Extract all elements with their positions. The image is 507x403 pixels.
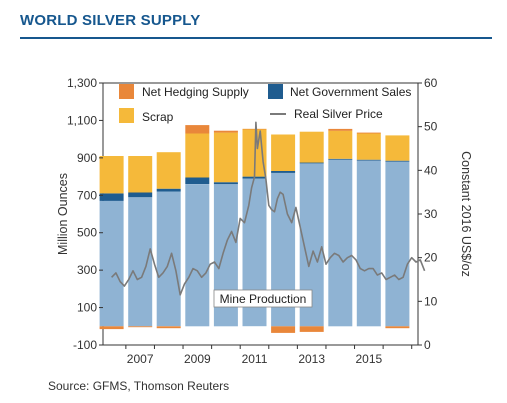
bar-net-government-sales-2015 xyxy=(356,159,381,161)
x-axis: 2007 2009 2011 2013 2015 xyxy=(125,345,413,366)
y-tick-label: 1,100 xyxy=(67,113,97,127)
y2-tick-label: 60 xyxy=(424,76,438,90)
bar-mine-production-2007 xyxy=(128,197,153,327)
bar-scrap-2015 xyxy=(356,133,381,160)
bar-scrap-2006 xyxy=(99,156,124,194)
y-tick-label: 900 xyxy=(77,151,97,165)
annotation-box xyxy=(213,289,313,308)
bar-scrap-2016 xyxy=(385,135,410,161)
bar-mine-production-2014 xyxy=(328,159,353,327)
bar-net-government-sales-2008 xyxy=(156,188,181,192)
title-rule xyxy=(20,37,492,39)
bar-net-hedging-supply-2016 xyxy=(385,326,410,329)
bar-net-hedging-supply-2007 xyxy=(128,326,153,328)
bar-scrap-2008 xyxy=(156,152,181,189)
y2-tick-label: 50 xyxy=(424,120,438,134)
y2-tick-label: 10 xyxy=(424,294,438,308)
bar-mine-production-2009 xyxy=(185,184,210,327)
bar-net-hedging-supply-2013 xyxy=(299,326,324,332)
bar-mine-production-2006 xyxy=(99,200,124,327)
y-tick-label: -100 xyxy=(73,338,97,352)
bar-net-hedging-supply-2010 xyxy=(213,130,238,133)
bar-net-government-sales-2014 xyxy=(328,158,353,160)
bar-mine-production-2015 xyxy=(356,160,381,327)
bar-net-government-sales-2013 xyxy=(299,162,324,164)
bar-mine-production-2016 xyxy=(385,161,410,327)
y-tick-label: 500 xyxy=(77,226,97,240)
legend-swatch-net-government-sales xyxy=(268,84,283,99)
bar-scrap-2012 xyxy=(271,134,296,171)
bar-net-hedging-supply-2008 xyxy=(156,326,181,329)
bar-net-government-sales-2007 xyxy=(128,192,153,198)
bar-net-hedging-supply-2012 xyxy=(271,326,296,333)
annotation-mine-production: Mine Production xyxy=(220,292,307,306)
y2-axis-title: Constant 2016 US$/oz xyxy=(459,151,473,277)
bar-scrap-2007 xyxy=(128,156,153,193)
mine-production-annotation: Mine Production xyxy=(213,289,313,308)
x-tick-label: 2011 xyxy=(242,352,268,366)
y-axis-title: Million Ounces xyxy=(56,173,70,255)
bar-mine-production-2008 xyxy=(156,191,181,327)
bar-net-government-sales-2009 xyxy=(185,177,210,184)
legend-label-net-government-sales: Net Government Sales xyxy=(290,85,411,99)
x-tick-label: 2015 xyxy=(355,352,382,366)
real-silver-price-line xyxy=(111,121,426,296)
y-tick-label: 100 xyxy=(77,301,97,315)
price-line-layer xyxy=(111,121,426,296)
bar-net-hedging-supply-2006 xyxy=(99,326,124,330)
x-tick-label: 2013 xyxy=(298,352,325,366)
legend: Net Hedging Supply Net Government Sales … xyxy=(119,84,411,124)
bar-net-hedging-supply-2015 xyxy=(356,132,381,134)
right-axis: 0 10 20 30 40 50 60 xyxy=(418,76,438,352)
bar-net-government-sales-2016 xyxy=(385,160,410,162)
legend-label-net-hedging: Net Hedging Supply xyxy=(142,85,249,99)
y2-tick-label: 40 xyxy=(424,163,438,177)
bar-net-hedging-supply-2009 xyxy=(185,125,210,134)
y2-tick-label: 0 xyxy=(424,338,431,352)
y-tick-label: 1,300 xyxy=(67,76,97,90)
y-tick-label: 700 xyxy=(77,188,97,202)
bar-net-hedging-supply-2014 xyxy=(328,128,353,131)
bar-scrap-2009 xyxy=(185,133,210,178)
bar-scrap-2014 xyxy=(328,130,353,159)
bar-scrap-2010 xyxy=(213,132,238,183)
bar-net-government-sales-2012 xyxy=(271,171,296,173)
x-tick-label: 2007 xyxy=(127,352,154,366)
bar-net-government-sales-2010 xyxy=(213,182,238,185)
y2-tick-label: 20 xyxy=(424,251,438,265)
x-tick-label: 2009 xyxy=(184,352,211,366)
y2-tick-label: 30 xyxy=(424,207,438,221)
left-axis: -100 100 300 500 700 900 1,100 1,300 xyxy=(67,76,103,352)
bar-net-government-sales-2006 xyxy=(99,193,124,201)
bar-scrap-2013 xyxy=(299,131,324,163)
chart-title: WORLD SILVER SUPPLY xyxy=(20,12,201,29)
legend-swatch-net-hedging xyxy=(119,84,134,99)
bar-net-hedging-supply-2011 xyxy=(242,128,267,130)
y-tick-label: 300 xyxy=(77,263,97,277)
legend-label-real-silver-price: Real Silver Price xyxy=(294,107,383,121)
legend-label-scrap: Scrap xyxy=(142,110,174,124)
source-note: Source: GFMS, Thomson Reuters xyxy=(48,379,230,393)
legend-swatch-scrap xyxy=(119,108,134,123)
